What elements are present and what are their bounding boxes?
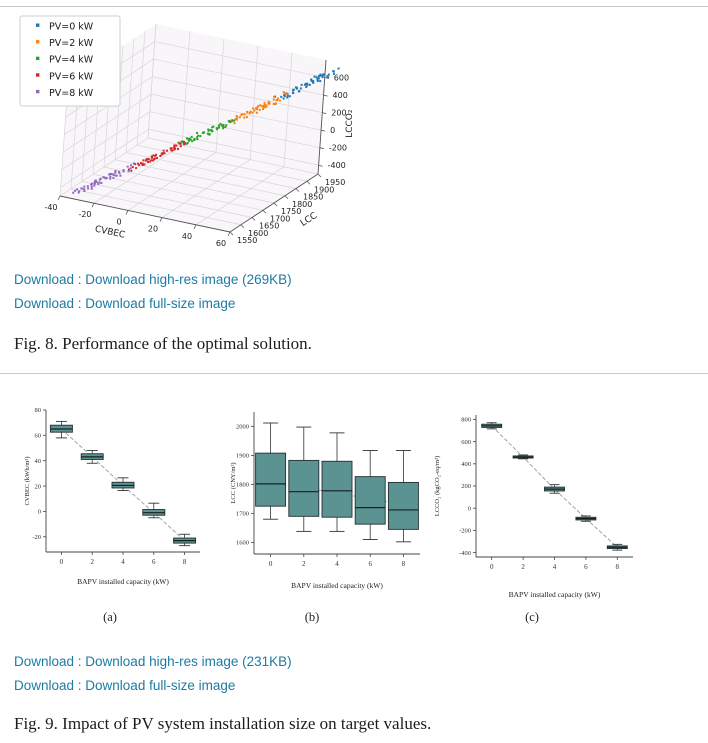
- svg-text:20: 20: [148, 225, 158, 234]
- svg-text:1850: 1850: [303, 193, 323, 202]
- svg-text:40: 40: [182, 232, 192, 241]
- svg-text:0: 0: [468, 505, 471, 512]
- svg-text:600: 600: [461, 439, 471, 446]
- svg-text:8: 8: [402, 560, 406, 568]
- svg-text:1550: 1550: [237, 236, 257, 245]
- svg-text:0: 0: [60, 558, 64, 566]
- svg-text:CVBEC: CVBEC: [94, 225, 126, 241]
- svg-text:BAPV installed capacity (kW): BAPV installed capacity (kW): [509, 590, 601, 599]
- svg-text:600: 600: [334, 74, 349, 83]
- svg-text:PV=4 kW: PV=4 kW: [49, 55, 94, 66]
- svg-text:-20: -20: [32, 534, 41, 541]
- fig9-plot-c: 800 600 400 200 0 -200 -400 0 2 4 6 8 BAPV installed…: [434, 415, 633, 599]
- svg-text:400: 400: [461, 461, 471, 468]
- svg-text:0: 0: [490, 563, 494, 571]
- fig8-download-fullsize-link[interactable]: Download : Download full-size image: [14, 296, 236, 311]
- figure-9-panel-c[interactable]: 800 600 400 200 0 -200 -400 0 2 4 6 8 BAPV installed…: [430, 407, 645, 608]
- svg-text:1950: 1950: [325, 178, 345, 187]
- svg-text:PV=0 kW: PV=0 kW: [49, 22, 94, 33]
- figure-8[interactable]: -40 -20 0 20 40 60 1550 1600 1650 1700 1750 1800 185…: [10, 10, 450, 265]
- section-divider-top: [0, 6, 708, 7]
- svg-text:80: 80: [35, 407, 42, 414]
- svg-text:PV=8 kW: PV=8 kW: [49, 88, 94, 99]
- svg-text:1750: 1750: [281, 207, 301, 216]
- svg-text:1900: 1900: [236, 453, 249, 460]
- svg-text:200: 200: [331, 109, 346, 118]
- section-divider-middle: [0, 373, 708, 374]
- svg-text:1700: 1700: [270, 214, 290, 223]
- svg-text:20: 20: [35, 483, 42, 490]
- figure-9-label-b: (b): [304, 610, 320, 624]
- svg-text:2: 2: [90, 558, 94, 566]
- svg-text:0: 0: [116, 217, 121, 226]
- svg-text:2: 2: [302, 560, 306, 568]
- svg-text:1600: 1600: [236, 540, 249, 547]
- svg-text:4: 4: [121, 558, 125, 566]
- svg-text:800: 800: [461, 417, 471, 424]
- fig9-plot-b: 2000 1900 1800 1700 1600 0 2 4 6 8 BAPV installed …: [230, 412, 420, 590]
- svg-text:1800: 1800: [292, 200, 312, 209]
- figure-8-downloads: Download : Download high-res image (269K…: [14, 271, 292, 319]
- svg-text:0: 0: [269, 560, 273, 568]
- svg-text:BAPV installed capacity (kW): BAPV installed capacity (kW): [291, 581, 383, 590]
- svg-text:8: 8: [183, 558, 187, 566]
- svg-text:2000: 2000: [236, 424, 249, 431]
- fig9-download-fullsize-link[interactable]: Download : Download full-size image: [14, 678, 236, 693]
- svg-text:6: 6: [152, 558, 156, 566]
- figure-9-panel-b[interactable]: 2000 1900 1800 1700 1600 0 2 4 6 8 BAPV installed …: [226, 404, 430, 599]
- svg-text:1650: 1650: [259, 222, 279, 231]
- svg-text:0: 0: [38, 509, 41, 516]
- svg-text:CVBEC (kWh/m²): CVBEC (kWh/m²): [24, 456, 31, 505]
- svg-text:-20: -20: [78, 210, 91, 219]
- svg-text:200: 200: [461, 483, 471, 490]
- svg-text:4: 4: [335, 560, 339, 568]
- svg-text:4: 4: [553, 563, 557, 571]
- svg-text:1700: 1700: [236, 511, 249, 518]
- fig8-download-highres-link[interactable]: Download : Download high-res image (269K…: [14, 272, 292, 287]
- svg-text:-200: -200: [329, 144, 347, 153]
- svg-text:8: 8: [616, 563, 620, 571]
- figure-9-downloads: Download : Download high-res image (231K…: [14, 653, 292, 701]
- fig9-download-highres-link[interactable]: Download : Download high-res image (231K…: [14, 654, 292, 669]
- figure-9-caption: Fig. 9. Impact of PV system installation…: [14, 714, 432, 733]
- svg-text:PV=6 kW: PV=6 kW: [49, 71, 94, 82]
- svg-text:-200: -200: [459, 528, 471, 535]
- figure-9-label-a: (a): [103, 610, 117, 624]
- svg-text:-400: -400: [328, 161, 346, 170]
- svg-text:LCC (CNY/m²): LCC (CNY/m²): [230, 462, 237, 503]
- svg-text:BAPV installed capacity (kW): BAPV installed capacity (kW): [77, 577, 169, 586]
- figure-8-caption: Fig. 8. Performance of the optimal solut…: [14, 334, 312, 353]
- svg-text:-400: -400: [459, 550, 471, 557]
- svg-text:400: 400: [333, 91, 348, 100]
- svg-text:2: 2: [521, 563, 525, 571]
- svg-text:60: 60: [216, 239, 226, 248]
- svg-text:1800: 1800: [236, 482, 249, 489]
- fig9-plot-a: 80 60 40 20 0 -20 0 2 4 6 8 BAPV installed capacity…: [24, 407, 200, 586]
- svg-text:60: 60: [35, 433, 42, 440]
- svg-text:-40: -40: [44, 203, 57, 212]
- svg-text:PV=2 kW: PV=2 kW: [49, 38, 94, 49]
- svg-text:LCCO₂ (kgCO₂-eq/m²): LCCO₂ (kgCO₂-eq/m²): [434, 456, 441, 516]
- svg-text:1600: 1600: [248, 229, 268, 238]
- svg-text:6: 6: [368, 560, 372, 568]
- svg-text:0: 0: [330, 126, 335, 135]
- svg-text:LCC: LCC: [299, 211, 319, 229]
- figure-9-label-c: (c): [525, 610, 539, 624]
- svg-text:6: 6: [584, 563, 588, 571]
- svg-text:40: 40: [35, 458, 42, 465]
- svg-text:LCCO₂: LCCO₂: [345, 109, 355, 138]
- svg-text:1900: 1900: [314, 185, 334, 194]
- figure-9-panel-a[interactable]: 80 60 40 20 0 -20 0 2 4 6 8 BAPV installed capacity…: [20, 402, 210, 595]
